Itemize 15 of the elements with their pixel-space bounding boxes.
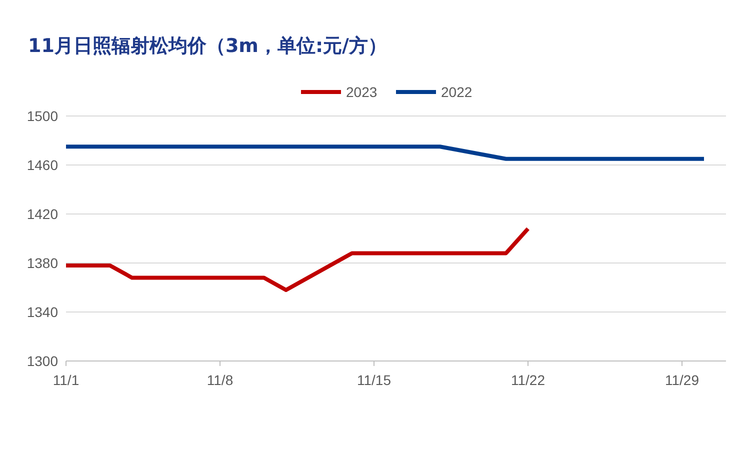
chart-title: 11月日照辐射松均价（3m，单位:元/方） bbox=[28, 35, 387, 57]
x-tick-label: 11/22 bbox=[511, 372, 546, 388]
y-tick-label: 1460 bbox=[26, 156, 58, 173]
y-tick-label: 1340 bbox=[26, 304, 58, 320]
x-tick-label: 11/8 bbox=[206, 372, 234, 388]
y-tick-label: 1420 bbox=[26, 206, 58, 222]
y-tick-label: 1380 bbox=[26, 254, 58, 271]
line-series bbox=[64, 226, 530, 292]
legend-label: 2022 bbox=[441, 84, 472, 100]
x-tick-label: 11/29 bbox=[665, 372, 700, 388]
x-tick-label: 11/1 bbox=[52, 372, 80, 388]
y-tick-label: 1500 bbox=[26, 108, 58, 124]
y-tick-label: 1300 bbox=[26, 352, 58, 369]
x-tick-label: 11/15 bbox=[357, 372, 392, 388]
legend-label: 2023 bbox=[346, 84, 378, 100]
